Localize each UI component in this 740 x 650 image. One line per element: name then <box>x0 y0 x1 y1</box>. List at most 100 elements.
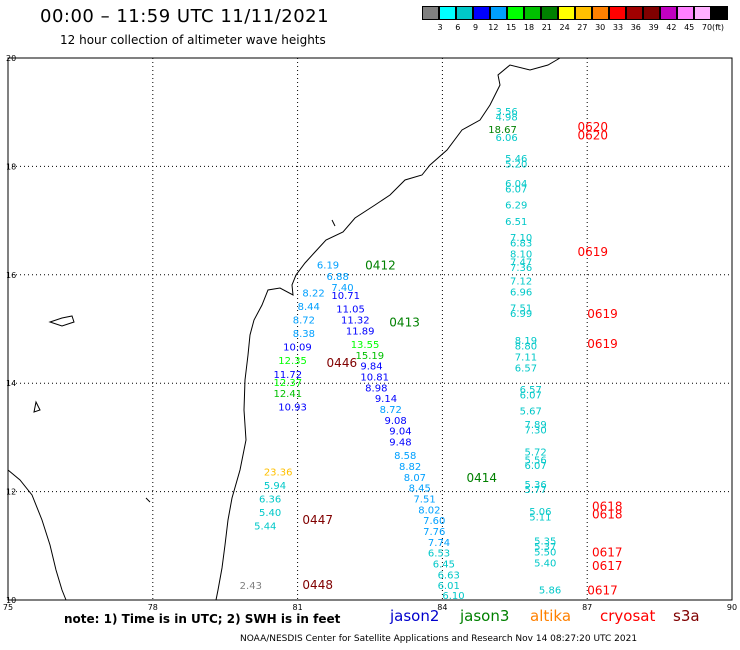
wave-height-value: 23.36 <box>264 467 293 478</box>
wave-height-value: 7.40 <box>331 283 353 294</box>
wave-height-value: 12.35 <box>278 356 307 367</box>
wave-height-value: 6.51 <box>505 217 527 228</box>
wave-height-value: 7.12 <box>510 277 532 288</box>
wave-height-value: 3.56 <box>495 107 517 118</box>
pass-time-label: 0412 <box>365 258 396 272</box>
footer-note: note: 1) Time is in UTC; 2) SWH is in fe… <box>64 612 341 626</box>
wave-height-value: 12.37 <box>273 378 302 389</box>
coastline-central-america <box>215 57 561 601</box>
colorbar-swatch <box>422 6 439 20</box>
colorbar-label: 42 <box>666 23 677 32</box>
longitude-tick-label: 75 <box>3 603 13 612</box>
wave-height-value: 11.32 <box>341 316 370 327</box>
wave-height-value: 6.45 <box>433 559 455 570</box>
colorbar-swatch <box>524 6 541 20</box>
island-small-2 <box>145 497 151 503</box>
wave-height-value: 5.72 <box>524 447 546 458</box>
wave-height-value: 7.47 <box>510 258 532 269</box>
wave-height-value: 13.55 <box>351 340 380 351</box>
wave-height-value: 8.22 <box>302 288 324 299</box>
colorbar-label: 45 <box>684 23 695 32</box>
wave-height-value: 6.19 <box>317 260 339 271</box>
satellite-legend-item: cryosat <box>600 607 656 625</box>
wave-height-value: 6.36 <box>259 494 281 505</box>
wave-height-value: 6.07 <box>520 390 542 401</box>
colorbar-swatch <box>456 6 473 20</box>
island-san-andres <box>48 315 75 327</box>
colorbar-label: 27 <box>577 23 588 32</box>
wave-height-value: 5.77 <box>524 485 546 496</box>
colorbar-swatch <box>694 6 711 20</box>
wave-height-value: 5.36 <box>524 480 546 491</box>
wave-height-value: 11.89 <box>346 326 375 337</box>
wave-height-value: 6.07 <box>505 184 527 195</box>
wave-height-value: 15.19 <box>356 351 385 362</box>
wave-height-value: 7.89 <box>524 420 546 431</box>
wave-height-value: 6.96 <box>510 287 532 298</box>
wave-height-value: 5.44 <box>254 522 276 533</box>
wave-height-value: 8.45 <box>409 484 431 495</box>
map-title: 00:00 – 11:59 UTC 11/11/2021 <box>40 6 330 27</box>
wave-height-value: 6.88 <box>327 272 349 283</box>
pass-time-label: 0620 <box>578 120 609 134</box>
wave-height-value: 5.20 <box>505 159 527 170</box>
wave-height-value: 6.63 <box>438 570 460 581</box>
wave-height-value: 5.37 <box>534 542 556 553</box>
wave-height-value: 8.82 <box>399 462 421 473</box>
wave-height-value: 8.07 <box>404 473 426 484</box>
colorbar-swatch <box>660 6 677 20</box>
wave-height-value: 8.72 <box>293 316 315 327</box>
wave-height-value: 9.48 <box>389 438 411 449</box>
colorbar-swatch <box>558 6 575 20</box>
wave-height-value: 6.57 <box>515 363 537 374</box>
wave-height-value: 5.50 <box>534 548 556 559</box>
colorbar-unit: (ft) <box>712 23 725 32</box>
wave-height-value: 10.71 <box>331 291 360 302</box>
map-subtitle: 12 hour collection of altimeter wave hei… <box>60 33 326 47</box>
latitude-tick-label: 12 <box>6 488 16 497</box>
map-frame <box>7 57 733 601</box>
pass-time-label: 0413 <box>389 315 420 329</box>
latitude-tick-label: 10 <box>6 596 16 605</box>
satellite-legend-item: jason2 <box>390 607 440 625</box>
pass-time-label: 0619 <box>587 307 618 321</box>
colorbar-label: 3 <box>437 23 443 32</box>
wave-height-value: 5.56 <box>524 455 546 466</box>
latitude-tick-label: 14 <box>6 379 16 388</box>
wave-height-value: 5.40 <box>259 508 281 519</box>
pass-time-label: 0618 <box>592 500 623 514</box>
wave-height-value: 7.51 <box>510 304 532 315</box>
pass-time-label: 0617 <box>587 584 618 598</box>
wave-height-value: 12.41 <box>273 389 302 400</box>
longitude-tick-label: 78 <box>148 603 158 612</box>
wave-height-value: 5.67 <box>520 407 542 418</box>
colorbar-swatch <box>677 6 694 20</box>
colorbar-label: 30 <box>595 23 606 32</box>
colorbar-swatch <box>609 6 626 20</box>
wave-height-value: 2.43 <box>240 581 262 592</box>
wave-height-value: 6.53 <box>428 549 450 560</box>
satellite-legend-item: s3a <box>673 607 700 625</box>
colorbar-swatch <box>473 6 490 20</box>
colorbar-swatch <box>575 6 592 20</box>
wave-height-value: 8.10 <box>510 249 532 260</box>
colorbar-label: 15 <box>506 23 517 32</box>
latitude-tick-label: 18 <box>6 162 16 171</box>
colorbar-label: 6 <box>455 23 461 32</box>
pass-time-label: 0448 <box>302 578 333 592</box>
wave-height-value: 7.30 <box>524 426 546 437</box>
footer-credit: NOAA/NESDIS Center for Satellite Applica… <box>240 634 638 644</box>
island-small-1 <box>331 219 336 227</box>
wave-height-value: 6.10 <box>442 591 464 602</box>
wave-height-value: 6.57 <box>520 385 542 396</box>
longitude-tick-label: 81 <box>293 603 303 612</box>
wave-height-value: 6.83 <box>510 239 532 250</box>
latitude-tick-label: 20 <box>6 54 16 63</box>
wave-height-value: 6.01 <box>438 581 460 592</box>
wave-height-value: 9.04 <box>389 427 411 438</box>
colorbar-swatch <box>643 6 660 20</box>
longitude-tick-label: 87 <box>582 603 592 612</box>
wave-height-value: 9.14 <box>375 394 397 405</box>
wave-height-value: 10.93 <box>278 402 307 413</box>
wave-height-value: 6.07 <box>524 461 546 472</box>
